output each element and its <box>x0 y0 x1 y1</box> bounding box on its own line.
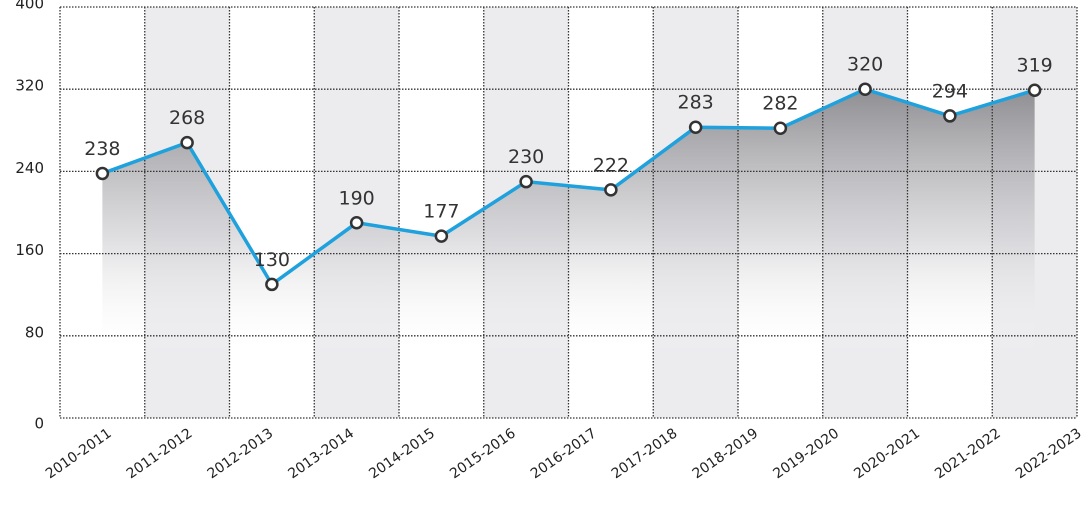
y-tick-label: 240 <box>15 159 44 177</box>
value-label: 230 <box>508 146 544 168</box>
value-label: 190 <box>338 187 374 209</box>
value-label: 319 <box>1016 55 1052 77</box>
y-tick-label: 80 <box>25 323 44 341</box>
point <box>95 166 110 181</box>
point <box>519 174 533 189</box>
x-tick-label: 2015-2016 <box>447 425 519 482</box>
value-label: 130 <box>254 249 290 271</box>
y-tick-label: 0 <box>34 415 44 433</box>
value-label: 283 <box>677 92 713 114</box>
point <box>858 82 872 96</box>
point <box>943 109 957 123</box>
x-tick-label: 2010-2011 <box>43 425 115 482</box>
x-tick-label: 2012-2013 <box>205 425 277 482</box>
point <box>180 135 194 150</box>
value-label: 320 <box>847 54 883 76</box>
point <box>349 216 364 230</box>
value-label: 222 <box>593 154 629 176</box>
point <box>265 277 279 292</box>
value-label: 282 <box>762 93 798 115</box>
value-label: 294 <box>932 80 968 102</box>
x-tick-label: 2016-2017 <box>528 425 600 482</box>
value-label: 268 <box>169 107 205 129</box>
x-tick-label: 2018-2019 <box>690 425 762 482</box>
x-tick-label: 2020-2021 <box>851 425 923 482</box>
x-tick-label: 2019-2020 <box>770 425 842 482</box>
x-tick-label: 2017-2018 <box>609 425 681 482</box>
value-label: 177 <box>423 201 459 223</box>
point <box>773 121 788 135</box>
line <box>101 87 1036 287</box>
x-tick-label: 2022-2023 <box>1013 425 1085 482</box>
point <box>1027 83 1042 97</box>
x-tick-label: 2014-2015 <box>366 425 438 482</box>
point <box>688 120 703 134</box>
x-tick-label: 2011-2012 <box>124 425 196 482</box>
x-tick-label: 2021-2022 <box>932 425 1004 482</box>
y-tick-label: 320 <box>15 77 44 95</box>
point <box>604 183 618 197</box>
y-tick-label: 400 <box>15 0 44 13</box>
x-tick-label: 2013-2014 <box>285 425 357 482</box>
value-label: 238 <box>84 138 120 160</box>
y-tick-label: 160 <box>15 241 44 259</box>
point <box>434 229 449 243</box>
